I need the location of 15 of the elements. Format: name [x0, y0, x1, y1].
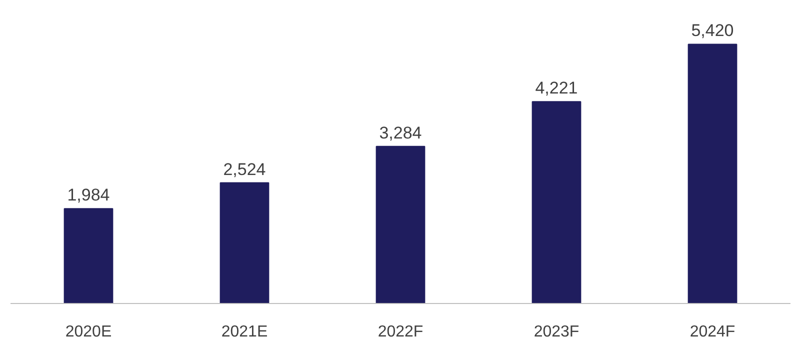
- x-tick-label: 2022F: [378, 324, 424, 340]
- bar: [64, 208, 114, 304]
- data-label: 2,524: [223, 160, 266, 179]
- x-tick-label: 2023F: [534, 324, 580, 340]
- bar: [220, 182, 270, 304]
- x-tick-label: 2024F: [690, 324, 736, 340]
- x-tick-label: 2021E: [221, 324, 268, 340]
- data-label: 1,984: [67, 186, 110, 205]
- x-tick-label: 2020E: [65, 324, 112, 340]
- data-label: 4,221: [535, 78, 578, 98]
- bar: [688, 44, 738, 304]
- data-label: 3,284: [379, 123, 422, 142]
- data-label: 5,420: [691, 21, 734, 40]
- bar: [376, 146, 426, 304]
- bar: [532, 101, 582, 304]
